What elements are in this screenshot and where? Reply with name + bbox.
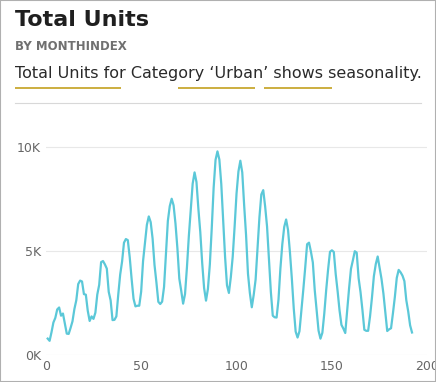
Text: Total Units: Total Units (15, 10, 149, 29)
Text: BY MONTHINDEX: BY MONTHINDEX (15, 40, 127, 53)
Text: Total Units for Category ‘Urban’ shows seasonality.: Total Units for Category ‘Urban’ shows s… (15, 66, 422, 81)
